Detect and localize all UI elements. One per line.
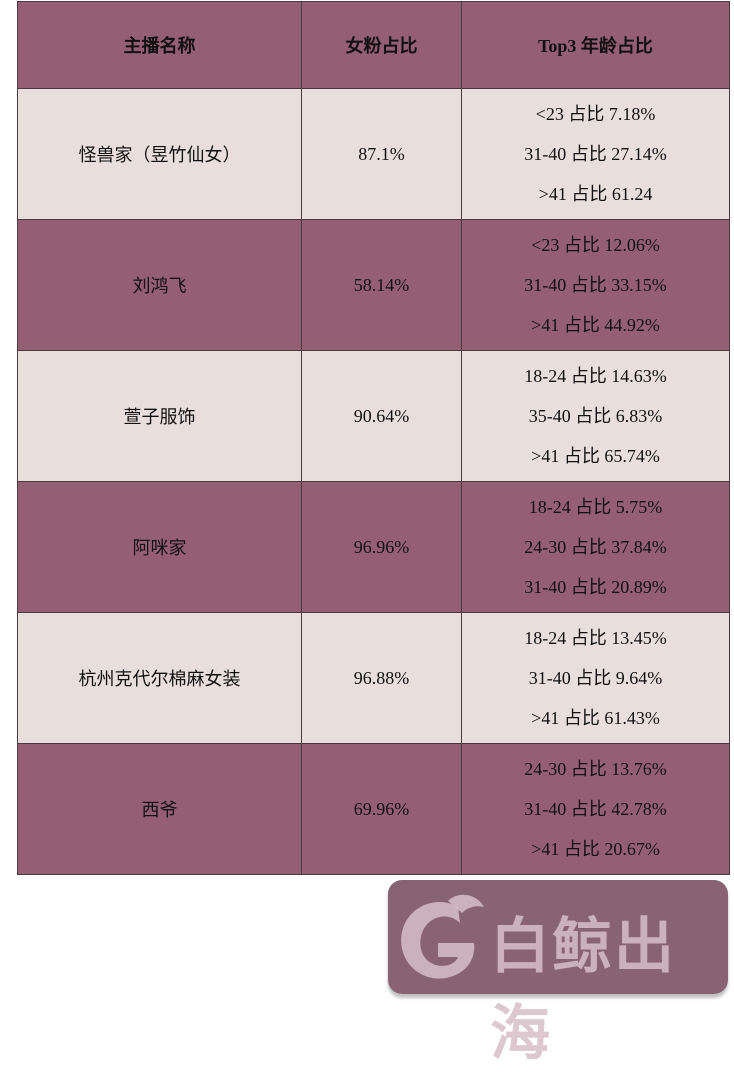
female-ratio-cell: 87.1% [301,88,462,220]
anchor-name-cell: 阿咪家 [17,481,302,613]
anchor-name-cell: 刘鸿飞 [17,219,302,351]
watermark: 白鲸出海 [388,880,728,1069]
anchor-name-cell: 西爷 [17,743,302,875]
age-share-line: 31-40 占比 42.78% [524,799,667,819]
anchor-name-cell: 怪兽家（昱竹仙女） [17,88,302,220]
header-row: 主播名称 女粉占比 Top3 年龄占比 [17,1,730,89]
top3-age-cell: <23 占比 7.18% 31-40 占比 27.14% >41 占比 61.24 [461,88,730,220]
top3-age-cell: 24-30 占比 13.76% 31-40 占比 42.78% >41 占比 20.… [461,743,730,875]
top3-age-cell: 18-24 占比 13.45% 31-40 占比 9.64% >41 占比 61.4… [461,612,730,744]
age-share-line: 24-30 占比 37.84% [524,537,667,557]
anchor-name-cell: 萱子服饰 [17,350,302,482]
age-share-line: >41 占比 44.92% [531,315,660,335]
whale-logo-icon [401,894,484,979]
table-row: 刘鸿飞 58.14% <23 占比 12.06% 31-40 占比 33.15% >41… [17,219,730,351]
age-share-line: 24-30 占比 13.76% [524,759,667,779]
age-share-line: <23 占比 12.06% [531,235,660,255]
watermark-text: 白鲸出海 [490,912,676,1069]
age-share-line: >41 占比 65.74% [531,446,660,466]
age-share-line: 18-24 占比 5.75% [528,497,663,517]
age-share-line: <23 占比 7.18% [535,104,656,124]
age-share-line: 18-24 占比 14.63% [524,366,667,386]
age-share-line: 31-40 占比 27.14% [524,144,667,164]
age-share-line: 31-40 占比 33.15% [524,275,667,295]
female-ratio-cell: 96.96% [301,481,462,613]
table-row: 萱子服饰 90.64% 18-24 占比 14.63% 35-40 占比 6.83% >… [17,350,730,482]
header-female-ratio: 女粉占比 [301,1,462,89]
top3-age-cell: <23 占比 12.06% 31-40 占比 33.15% >41 占比 44.92… [461,219,730,351]
age-share-line: 31-40 占比 20.89% [524,577,667,597]
table-row: 怪兽家（昱竹仙女） 87.1% <23 占比 7.18% 31-40 占比 27.14… [17,88,730,220]
age-share-line: 35-40 占比 6.83% [528,406,663,426]
table-row: 杭州克代尔棉麻女装 96.88% 18-24 占比 13.45% 31-40 占比 9… [17,612,730,744]
top3-age-cell: 18-24 占比 14.63% 35-40 占比 6.83% >41 占比 65.7… [461,350,730,482]
female-ratio-cell: 58.14% [301,219,462,351]
female-ratio-cell: 96.88% [301,612,462,744]
header-top3-age: Top3 年龄占比 [461,1,730,89]
female-ratio-cell: 69.96% [301,743,462,875]
header-anchor-name: 主播名称 [17,1,302,89]
age-share-line: >41 占比 20.67% [531,839,660,859]
table-row: 阿咪家 96.96% 18-24 占比 5.75% 24-30 占比 37.84% 31… [17,481,730,613]
top3-age-cell: 18-24 占比 5.75% 24-30 占比 37.84% 31-40 占比 20… [461,481,730,613]
table-row: 西爷 69.96% 24-30 占比 13.76% 31-40 占比 42.78% >4… [17,743,730,875]
female-ratio-cell: 90.64% [301,350,462,482]
age-share-line: 31-40 占比 9.64% [528,668,663,688]
anchor-name-cell: 杭州克代尔棉麻女装 [17,612,302,744]
age-share-line: 18-24 占比 13.45% [524,628,667,648]
data-table: 主播名称 女粉占比 Top3 年龄占比 怪兽家（昱竹仙女） 87.1% <23 占比… [17,1,730,875]
age-share-line: >41 占比 61.24 [538,184,653,204]
age-share-line: >41 占比 61.43% [531,708,660,728]
